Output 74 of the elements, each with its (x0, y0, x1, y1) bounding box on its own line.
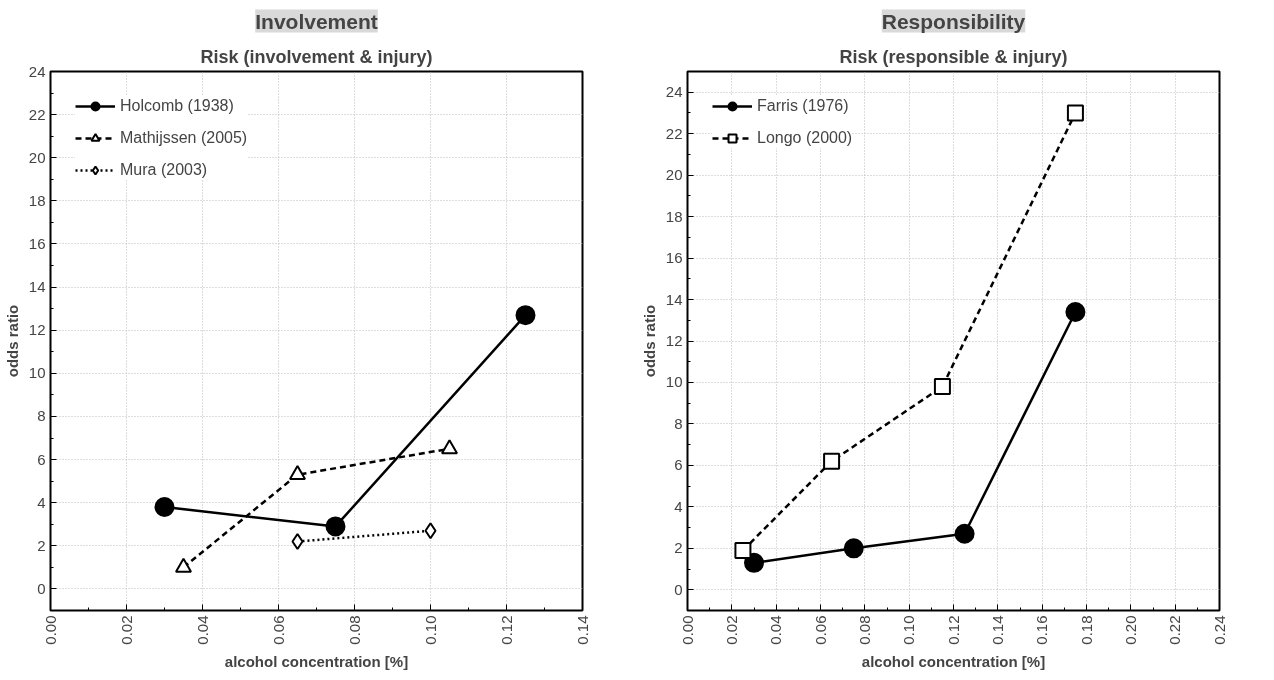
point (744, 552, 764, 573)
chart-title: Involvement (255, 9, 378, 33)
legend-label: Mura (2003) (120, 161, 208, 179)
point (325, 516, 346, 537)
y-tick-label: 24 (28, 62, 46, 80)
y-tick-label: 4 (674, 497, 683, 515)
x-axis-title: alcohol concentration [%] (861, 652, 1046, 670)
x-tick-label: 0.08 (345, 615, 363, 645)
y-tick-label: 0 (674, 580, 683, 598)
y-tick-label: 10 (665, 373, 683, 391)
y-tick-label: 2 (37, 536, 46, 554)
y-tick-label: 20 (665, 166, 683, 184)
x-tick-label: 0.10 (421, 615, 439, 645)
legend-label: Farris (1976) (757, 97, 849, 115)
x-tick-label: 0.14 (988, 615, 1006, 645)
point (515, 305, 536, 326)
y-tick-label: 14 (665, 290, 683, 308)
point (933, 378, 951, 396)
x-tick-label: 0.06 (269, 615, 287, 645)
legend-label: Longo (2000) (757, 129, 853, 147)
x-tick-label: 0.00 (678, 615, 696, 645)
point (954, 523, 975, 544)
legend-label: Holcomb (1938) (120, 97, 234, 115)
x-tick-label: 0.16 (1033, 615, 1051, 645)
x-tick-label: 0.22 (1166, 615, 1184, 645)
x-tick-label: 0.20 (1121, 615, 1139, 645)
point (154, 497, 175, 517)
x-tick-label: 0.18 (1077, 615, 1095, 645)
y-tick-label: 16 (28, 234, 46, 252)
y-tick-label: 22 (665, 124, 683, 142)
point (843, 538, 864, 559)
y-tick-label: 22 (28, 105, 46, 123)
y-tick-label: 10 (28, 364, 46, 382)
y-tick-label: 0 (37, 579, 46, 597)
point (291, 533, 304, 551)
x-tick-label: 0.10 (900, 615, 918, 645)
x-tick-label: 0.04 (767, 615, 785, 645)
y-tick-label: 2 (674, 539, 683, 557)
chart-subtitle: Risk (involvement & injury) (200, 46, 433, 67)
point (734, 541, 752, 559)
x-tick-label: 0.12 (944, 615, 962, 645)
x-axis-title: alcohol concentration [%] (224, 652, 409, 670)
y-axis-title: odds ratio (640, 304, 658, 378)
point (823, 452, 841, 470)
y-tick-label: 12 (28, 321, 46, 339)
x-tick-label: 0.08 (855, 615, 873, 645)
x-tick-label: 0.04 (193, 615, 211, 645)
chart-subtitle: Risk (responsible & injury) (839, 46, 1068, 67)
y-tick-label: 12 (665, 332, 683, 349)
x-tick-label: 0.12 (497, 615, 515, 645)
y-tick-label: 6 (674, 456, 683, 474)
y-tick-label: 16 (665, 249, 683, 267)
point (424, 522, 437, 540)
x-tick-label: 0.14 (573, 615, 591, 645)
y-tick-label: 8 (37, 407, 46, 425)
chart-title: Responsibility (881, 9, 1026, 33)
y-tick-label: 18 (28, 191, 46, 209)
y-axis-title: odds ratio (3, 304, 21, 378)
x-tick-label: 0.02 (722, 615, 740, 645)
y-tick-label: 4 (37, 493, 46, 511)
y-tick-label: 18 (665, 207, 683, 225)
x-tick-label: 0.24 (1210, 615, 1228, 645)
y-tick-label: 14 (28, 278, 46, 296)
y-tick-label: 24 (665, 83, 683, 101)
y-tick-label: 6 (37, 450, 46, 468)
x-tick-label: 0.00 (41, 615, 59, 645)
y-tick-label: 8 (674, 414, 683, 432)
x-tick-label: 0.02 (117, 615, 135, 645)
y-tick-label: 20 (28, 148, 46, 166)
legend-label: Mathijssen (2005) (120, 129, 248, 147)
x-tick-label: 0.06 (811, 615, 829, 645)
point (1066, 104, 1084, 122)
point (441, 439, 458, 455)
point (1065, 301, 1086, 322)
